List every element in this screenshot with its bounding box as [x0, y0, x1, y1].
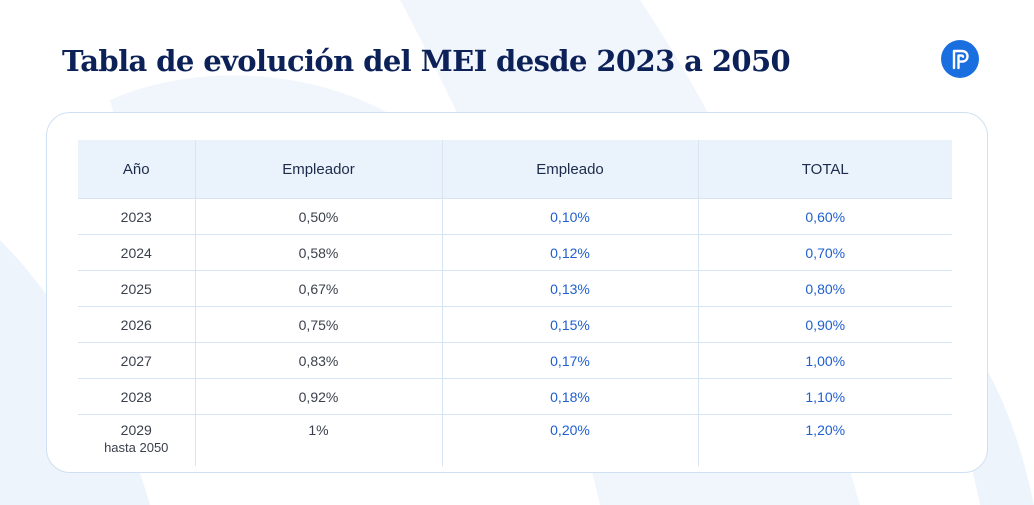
- cell-year: 2028: [78, 378, 195, 415]
- cell-employer: 0,75%: [194, 306, 442, 343]
- cell-year: 2025: [78, 270, 195, 307]
- cell-year-range: 2029 hasta 2050: [78, 414, 195, 466]
- cell-employee: 0,18%: [441, 378, 698, 415]
- p-logo-icon: [941, 40, 979, 78]
- table-row: 2028 0,92% 0,18% 1,10%: [78, 378, 952, 415]
- cell-employee: 0,17%: [441, 342, 698, 379]
- table-row: 2029 hasta 2050 1% 0,20% 1,20%: [78, 414, 952, 466]
- table-row: 2025 0,67% 0,13% 0,80%: [78, 270, 952, 307]
- cell-total: 0,80%: [697, 270, 952, 307]
- table-card: Año Empleador Empleado TOTAL 2023 0,50% …: [46, 112, 988, 473]
- cell-employer: 0,50%: [194, 198, 442, 235]
- cell-year: 2027: [78, 342, 195, 379]
- cell-employer: 0,67%: [194, 270, 442, 307]
- mei-table: Año Empleador Empleado TOTAL 2023 0,50% …: [78, 140, 952, 466]
- cell-employee: 0,15%: [441, 306, 698, 343]
- cell-employer: 0,58%: [194, 234, 442, 271]
- cell-year: 2024: [78, 234, 195, 271]
- cell-employee: 0,20%: [441, 414, 698, 466]
- cell-employer: 0,92%: [194, 378, 442, 415]
- cell-total: 1,10%: [697, 378, 952, 415]
- cell-employee: 0,13%: [441, 270, 698, 307]
- header-employer: Empleador: [194, 140, 442, 199]
- table-row: 2023 0,50% 0,10% 0,60%: [78, 198, 952, 235]
- cell-total: 1,20%: [697, 414, 952, 466]
- header-year: Año: [78, 140, 195, 199]
- cell-employer: 0,83%: [194, 342, 442, 379]
- cell-year: 2029: [120, 422, 152, 438]
- cell-total: 0,70%: [697, 234, 952, 271]
- page-title: Tabla de evolución del MEI desde 2023 a …: [62, 44, 791, 78]
- cell-total: 1,00%: [697, 342, 952, 379]
- header-total: TOTAL: [697, 140, 952, 199]
- cell-employee: 0,10%: [441, 198, 698, 235]
- cell-year: 2026: [78, 306, 195, 343]
- cell-total: 0,90%: [697, 306, 952, 343]
- table-row: 2024 0,58% 0,12% 0,70%: [78, 234, 952, 271]
- cell-employee: 0,12%: [441, 234, 698, 271]
- cell-employer: 1%: [194, 414, 442, 466]
- table-row: 2027 0,83% 0,17% 1,00%: [78, 342, 952, 379]
- cell-year: 2023: [78, 198, 195, 235]
- cell-year-sub: hasta 2050: [104, 440, 169, 455]
- table-row: 2026 0,75% 0,15% 0,90%: [78, 306, 952, 343]
- table-header-row: Año Empleador Empleado TOTAL: [78, 140, 952, 199]
- header-employee: Empleado: [441, 140, 698, 199]
- cell-total: 0,60%: [697, 198, 952, 235]
